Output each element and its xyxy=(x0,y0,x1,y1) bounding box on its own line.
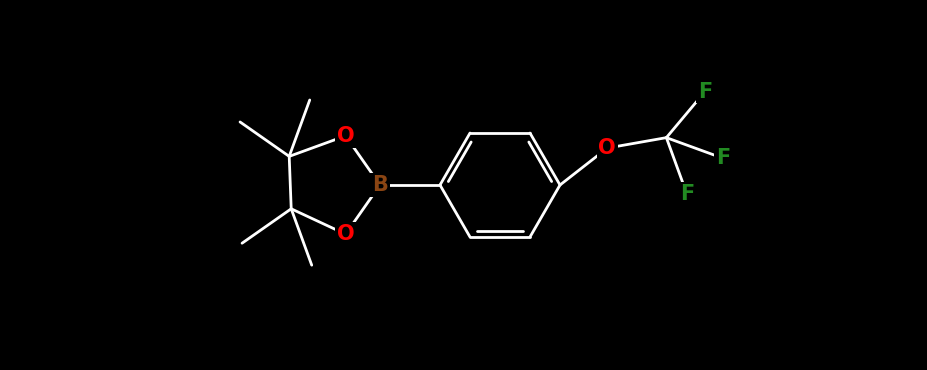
Text: O: O xyxy=(337,224,354,244)
Text: F: F xyxy=(716,148,730,168)
Text: O: O xyxy=(337,126,354,146)
Text: F: F xyxy=(698,82,712,102)
Text: O: O xyxy=(599,138,616,158)
Text: B: B xyxy=(372,175,387,195)
Text: F: F xyxy=(679,184,694,204)
